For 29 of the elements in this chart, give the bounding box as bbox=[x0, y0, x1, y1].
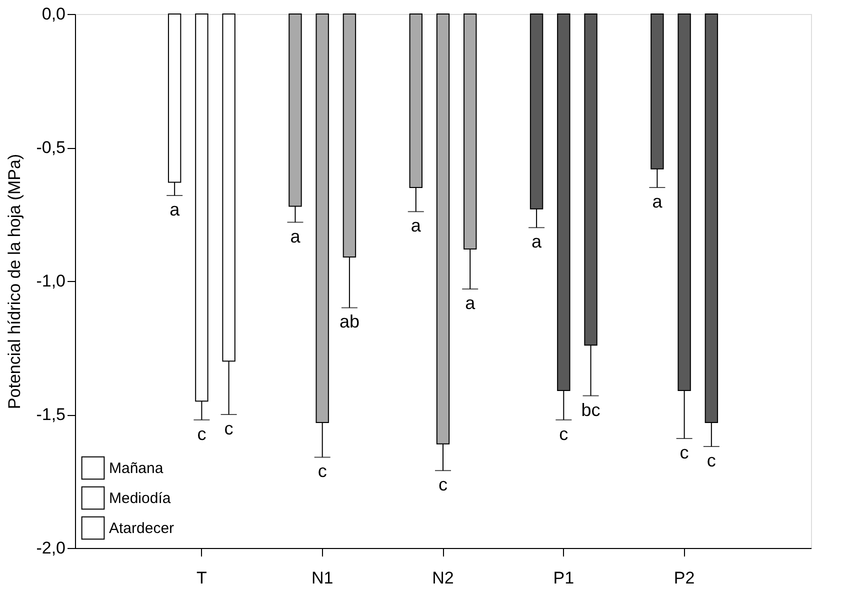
x-tick-label: N1 bbox=[311, 568, 334, 588]
legend-label: Mediodía bbox=[109, 490, 172, 507]
y-tick-label: 0,0 bbox=[42, 4, 66, 24]
data-label: a bbox=[652, 192, 664, 212]
x-tick-label: N2 bbox=[432, 568, 454, 588]
data-label: a bbox=[465, 293, 476, 314]
data-label: a bbox=[532, 232, 543, 252]
data-label: c bbox=[224, 418, 234, 438]
y-tick-label: -0,5 bbox=[36, 138, 66, 157]
data-label: c bbox=[706, 450, 716, 471]
data-label: c bbox=[197, 424, 206, 444]
data-label: c bbox=[318, 461, 327, 482]
data-label: a bbox=[290, 226, 302, 246]
legend-label: Mañana bbox=[109, 460, 164, 477]
data-label: ab bbox=[339, 312, 360, 332]
data-label: a bbox=[410, 216, 422, 236]
y-tick-label: -2,0 bbox=[36, 538, 66, 558]
x-tick-label: T bbox=[196, 568, 207, 588]
data-label: c bbox=[438, 474, 448, 495]
data-label: a bbox=[170, 200, 181, 220]
data-label: c bbox=[680, 442, 689, 463]
y-axis-title: Potencial hídrico de la hoja (MPa) bbox=[5, 154, 24, 410]
legend-label: Atardecer bbox=[109, 520, 174, 537]
x-tick-label: P2 bbox=[674, 568, 695, 588]
y-tick-label: -1,0 bbox=[36, 272, 66, 290]
y-tick-label: -1,5 bbox=[36, 405, 66, 424]
x-tick-label: P1 bbox=[553, 568, 574, 588]
data-label: c bbox=[559, 424, 568, 444]
data-label: bc bbox=[581, 400, 600, 420]
